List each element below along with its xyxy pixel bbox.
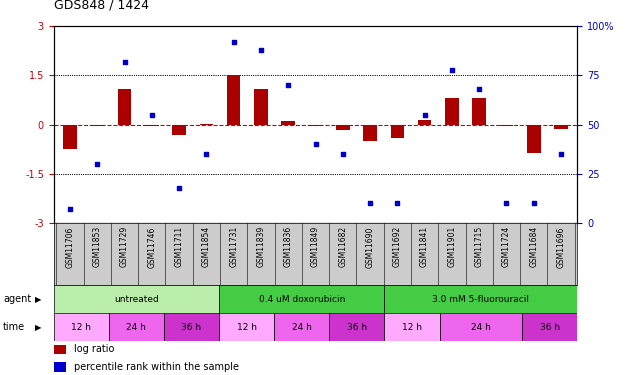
Point <box>174 185 184 190</box>
Text: 24 h: 24 h <box>471 322 491 332</box>
Point <box>228 39 239 45</box>
Bar <box>54 345 66 354</box>
Text: GSM11849: GSM11849 <box>311 226 320 267</box>
Bar <box>363 124 377 141</box>
Bar <box>384 285 577 313</box>
Bar <box>336 124 350 130</box>
Text: 36 h: 36 h <box>347 322 367 332</box>
Text: log ratio: log ratio <box>74 344 114 354</box>
Text: 24 h: 24 h <box>292 322 312 332</box>
Text: GSM11711: GSM11711 <box>175 226 184 267</box>
Point <box>310 141 321 147</box>
Point <box>474 86 484 92</box>
Text: GSM11853: GSM11853 <box>93 226 102 267</box>
Bar <box>54 313 109 341</box>
Point <box>283 82 293 88</box>
Point <box>556 151 566 157</box>
Bar <box>219 313 274 341</box>
Bar <box>164 313 219 341</box>
Bar <box>63 124 77 149</box>
Bar <box>274 313 329 341</box>
Text: time: time <box>3 322 25 332</box>
Bar <box>329 313 384 341</box>
Text: GSM11696: GSM11696 <box>557 226 565 268</box>
Point <box>502 200 512 206</box>
Text: ▶: ▶ <box>35 322 41 332</box>
Bar <box>227 75 240 124</box>
Text: GDS848 / 1424: GDS848 / 1424 <box>54 0 149 11</box>
Bar <box>90 124 104 126</box>
Point <box>65 206 75 212</box>
Text: GSM11746: GSM11746 <box>147 226 156 268</box>
Bar <box>527 124 541 153</box>
Point <box>447 67 457 73</box>
Bar <box>145 124 158 126</box>
Text: GSM11706: GSM11706 <box>66 226 74 268</box>
Text: 36 h: 36 h <box>181 322 201 332</box>
Text: GSM11692: GSM11692 <box>393 226 402 267</box>
Bar <box>219 285 384 313</box>
Bar <box>54 285 219 313</box>
Point <box>256 47 266 53</box>
Point <box>365 200 375 206</box>
Point <box>201 151 211 157</box>
Point <box>119 58 129 64</box>
Text: GSM11682: GSM11682 <box>338 226 347 267</box>
Text: 36 h: 36 h <box>540 322 560 332</box>
Bar <box>418 120 432 124</box>
Bar <box>384 313 440 341</box>
Bar <box>522 313 577 341</box>
Bar <box>118 88 131 125</box>
Point <box>420 112 430 118</box>
Bar <box>554 124 568 129</box>
Text: 3.0 mM 5-fluorouracil: 3.0 mM 5-fluorouracil <box>432 295 529 304</box>
Bar <box>445 99 459 124</box>
Text: 0.4 uM doxorubicin: 0.4 uM doxorubicin <box>259 295 345 304</box>
Bar <box>109 313 164 341</box>
Bar <box>254 88 268 125</box>
Bar <box>440 313 522 341</box>
Text: agent: agent <box>3 294 32 304</box>
Bar <box>54 362 66 372</box>
Text: GSM11901: GSM11901 <box>447 226 456 267</box>
Text: GSM11690: GSM11690 <box>365 226 375 268</box>
Point <box>338 151 348 157</box>
Text: GSM11854: GSM11854 <box>202 226 211 267</box>
Text: 12 h: 12 h <box>402 322 422 332</box>
Text: ▶: ▶ <box>35 295 41 304</box>
Text: GSM11715: GSM11715 <box>475 226 484 267</box>
Bar <box>281 121 295 124</box>
Text: GSM11729: GSM11729 <box>120 226 129 267</box>
Text: GSM11731: GSM11731 <box>229 226 238 267</box>
Text: 24 h: 24 h <box>126 322 146 332</box>
Bar <box>309 124 322 126</box>
Bar <box>500 124 513 126</box>
Bar <box>172 124 186 135</box>
Text: GSM11836: GSM11836 <box>284 226 293 267</box>
Point <box>392 200 403 206</box>
Point <box>92 161 102 167</box>
Point <box>529 200 539 206</box>
Text: GSM11684: GSM11684 <box>529 226 538 267</box>
Text: 12 h: 12 h <box>237 322 257 332</box>
Point <box>147 112 157 118</box>
Text: 12 h: 12 h <box>71 322 91 332</box>
Text: untreated: untreated <box>114 295 159 304</box>
Text: percentile rank within the sample: percentile rank within the sample <box>74 362 239 372</box>
Bar <box>391 124 404 138</box>
Text: GSM11839: GSM11839 <box>256 226 266 267</box>
Text: GSM11724: GSM11724 <box>502 226 511 267</box>
Bar <box>473 99 486 124</box>
Text: GSM11841: GSM11841 <box>420 226 429 267</box>
